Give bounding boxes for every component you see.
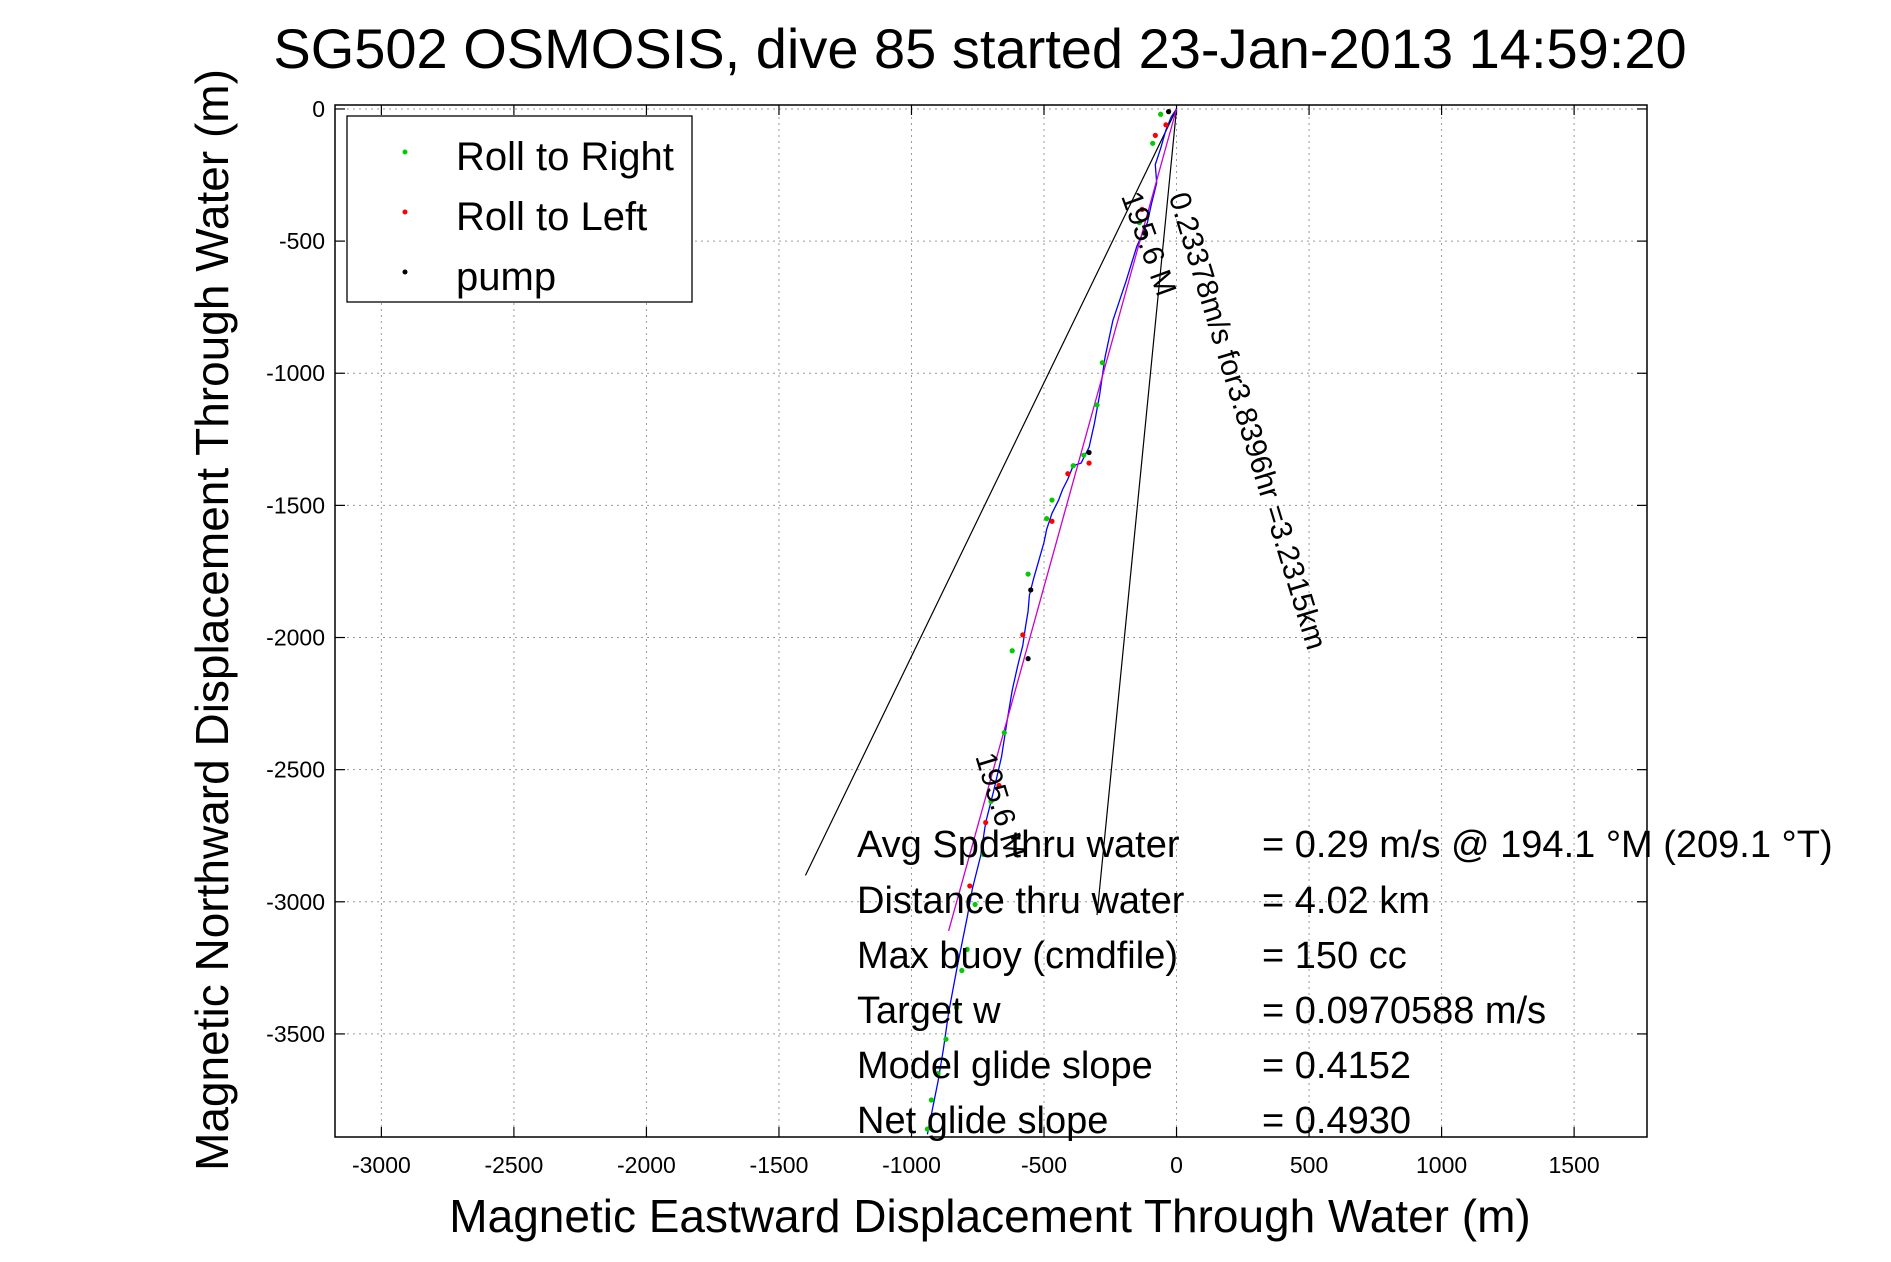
x-tick-label: -1000 — [882, 1152, 941, 1178]
roll-left-point — [1139, 206, 1145, 212]
grid — [335, 105, 1647, 1137]
legend-label-roll-left: Roll to Left — [456, 195, 647, 239]
y-tick-labels: 0 -500 -1000 -1500 -2000 -2500 -3000 -3500 — [266, 96, 325, 1047]
legend-marker-roll-right — [402, 149, 408, 155]
roll-right-point — [959, 967, 965, 974]
stat-label-max-buoy: Max buoy (cmdfile) — [857, 935, 1178, 977]
stat-label-target-w: Target w — [857, 990, 1001, 1032]
y-tick-label: -3500 — [266, 1021, 325, 1047]
roll-left-point — [1086, 460, 1092, 466]
roll-right-point — [1001, 730, 1007, 736]
series-lines — [926, 108, 1178, 1135]
chart-title: SG502 OSMOSIS, dive 85 started 23-Jan-20… — [273, 17, 1686, 80]
x-tick-label: -2500 — [484, 1152, 543, 1178]
stat-value-target-w: = 0.0970588 m/s — [1262, 990, 1546, 1032]
x-tick-label: -1500 — [750, 1152, 809, 1178]
y-tick-label: -2500 — [266, 757, 325, 783]
roll-right-point — [1099, 360, 1105, 366]
roll-right-point — [964, 946, 970, 952]
plot-frame — [334, 104, 1648, 1138]
stat-label-net-glide: Net glide slope — [857, 1100, 1108, 1142]
roll-right-point — [980, 851, 986, 857]
legend: Roll to Right Roll to Left pump — [346, 115, 693, 303]
reference-line — [1096, 108, 1178, 916]
legend-marker-roll-left — [402, 209, 408, 215]
reference-lines — [804, 108, 1178, 916]
x-tick-label: 500 — [1290, 1152, 1328, 1178]
roll-right-point — [1136, 220, 1143, 226]
roll-left-point — [996, 782, 1002, 789]
y-tick-label: -3000 — [266, 889, 325, 915]
y-axis-title: Magnetic Northward Displacement Through … — [186, 69, 238, 1171]
stat-label-distance: Distance thru water — [857, 880, 1185, 922]
stat-value-distance: = 4.02 km — [1262, 880, 1430, 922]
roll-left-point — [1163, 122, 1169, 128]
pump-point — [1165, 109, 1172, 115]
x-axis-title: Magnetic Eastward Displacement Through W… — [449, 1190, 1530, 1242]
roll-right-point — [1009, 648, 1015, 654]
roll-left-point — [1065, 471, 1071, 477]
x-tick-labels: -3000 -2500 -2000 -1500 -1000 -500 0 500 1000 150… — [352, 1152, 1600, 1178]
roll-left-point — [967, 883, 973, 889]
stat-value-avg-speed: = 0.29 m/s @ 194.1 °M (209.1 °T) — [1262, 824, 1833, 866]
y-tick-label: -2000 — [266, 625, 325, 651]
roll-right-point — [1070, 463, 1076, 469]
roll-right-point — [1025, 571, 1031, 577]
x-tick-label: -2000 — [617, 1152, 676, 1178]
roll-left-point — [983, 819, 989, 826]
pump-point — [1142, 230, 1148, 236]
pump-point — [1025, 656, 1031, 662]
stat-label-avg-speed: Avg Spd thru water — [857, 824, 1180, 866]
stat-value-max-buoy: = 150 cc — [1262, 935, 1407, 977]
mean-heading-line — [947, 108, 1178, 932]
x-tick-label: -500 — [1021, 1152, 1067, 1178]
roll-right-point — [1158, 111, 1164, 117]
stats-block: Avg Spd thru water = 0.29 m/s @ 194.1 °M… — [857, 824, 1833, 1142]
roll-right-point — [1150, 140, 1156, 146]
stat-value-net-glide: = 0.4930 — [1262, 1100, 1411, 1142]
roll-right-point — [988, 798, 994, 804]
x-tick-label: 0 — [1170, 1152, 1183, 1178]
roll-right-point — [1044, 515, 1050, 522]
reference-line — [804, 108, 1178, 876]
roll-right-point — [1094, 402, 1100, 408]
y-tick-label: -500 — [279, 228, 325, 254]
y-tick-label: 0 — [312, 96, 325, 122]
roll-right-point — [1081, 452, 1087, 458]
roll-left-point — [1049, 518, 1055, 524]
pump-point — [1086, 449, 1092, 456]
y-tick-label: -1500 — [266, 492, 325, 518]
x-tick-label: 1500 — [1549, 1152, 1600, 1178]
y-tick-label: -1000 — [266, 360, 325, 386]
x-tick-label: 1000 — [1416, 1152, 1467, 1178]
roll-right-point — [943, 1036, 949, 1042]
stat-value-model-glide: = 0.4152 — [1262, 1045, 1411, 1087]
roll-right-point — [972, 901, 978, 908]
legend-marker-pump — [402, 269, 408, 275]
track-line — [926, 108, 1178, 1135]
roll-left-point — [1152, 132, 1158, 138]
tick-marks — [335, 105, 1647, 1137]
legend-label-pump: pump — [456, 255, 556, 299]
roll-right-point — [953, 1004, 960, 1011]
roll-right-point — [935, 1070, 941, 1077]
x-tick-label: -3000 — [352, 1152, 411, 1178]
pump-point — [1028, 587, 1034, 593]
markers — [924, 109, 1172, 1132]
roll-right-point — [924, 1126, 930, 1132]
legend-label-roll-right: Roll to Right — [456, 135, 674, 179]
roll-left-point — [1020, 632, 1026, 638]
roll-right-point — [1049, 497, 1055, 503]
roll-right-point — [928, 1097, 934, 1103]
stat-label-model-glide: Model glide slope — [857, 1045, 1153, 1087]
